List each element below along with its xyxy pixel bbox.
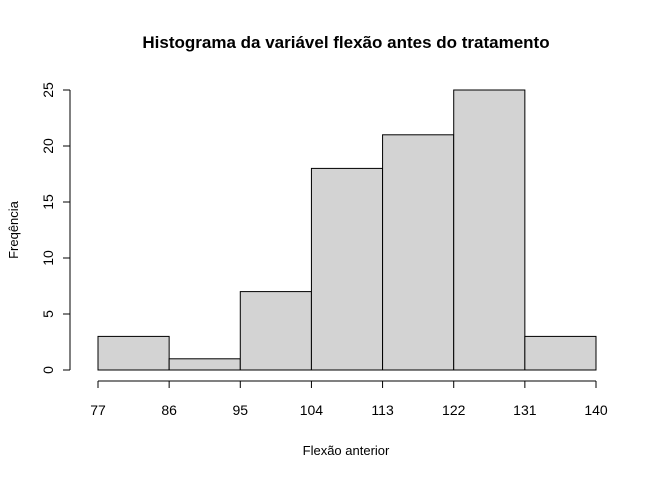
x-tick-label: 122 bbox=[442, 402, 466, 418]
x-tick-label: 104 bbox=[300, 402, 324, 418]
histogram-bar bbox=[97, 335, 170, 371]
histogram-bar bbox=[168, 358, 241, 371]
y-tick-label: 15 bbox=[40, 194, 56, 210]
y-tick-label: 0 bbox=[40, 366, 56, 374]
x-axis: 77 86 95 104 113 122 131 140 bbox=[90, 380, 608, 418]
histogram-bar bbox=[310, 167, 384, 371]
y-axis: 0 5 10 15 20 25 bbox=[40, 82, 71, 374]
x-tick-label: 95 bbox=[232, 402, 248, 418]
x-tick-label: 77 bbox=[90, 402, 106, 418]
histogram-bar bbox=[382, 134, 455, 371]
y-tick-label: 25 bbox=[40, 82, 56, 98]
y-tick-label: 10 bbox=[40, 250, 56, 266]
histogram-bar bbox=[453, 89, 526, 371]
histogram-bar bbox=[239, 291, 312, 371]
y-tick-label: 5 bbox=[40, 310, 56, 318]
y-axis-label: Freqência bbox=[6, 200, 21, 259]
x-axis-label: Flexão anterior bbox=[303, 443, 390, 458]
y-tick-label: 20 bbox=[40, 138, 56, 154]
histogram-bar bbox=[524, 335, 597, 371]
x-tick-label: 86 bbox=[161, 402, 177, 418]
x-tick-label: 113 bbox=[371, 402, 394, 418]
x-tick-label: 131 bbox=[513, 402, 537, 418]
chart-title: Histograma da variável flexão antes do t… bbox=[142, 33, 549, 52]
bars-group bbox=[97, 89, 597, 371]
x-tick-label: 140 bbox=[584, 402, 608, 418]
